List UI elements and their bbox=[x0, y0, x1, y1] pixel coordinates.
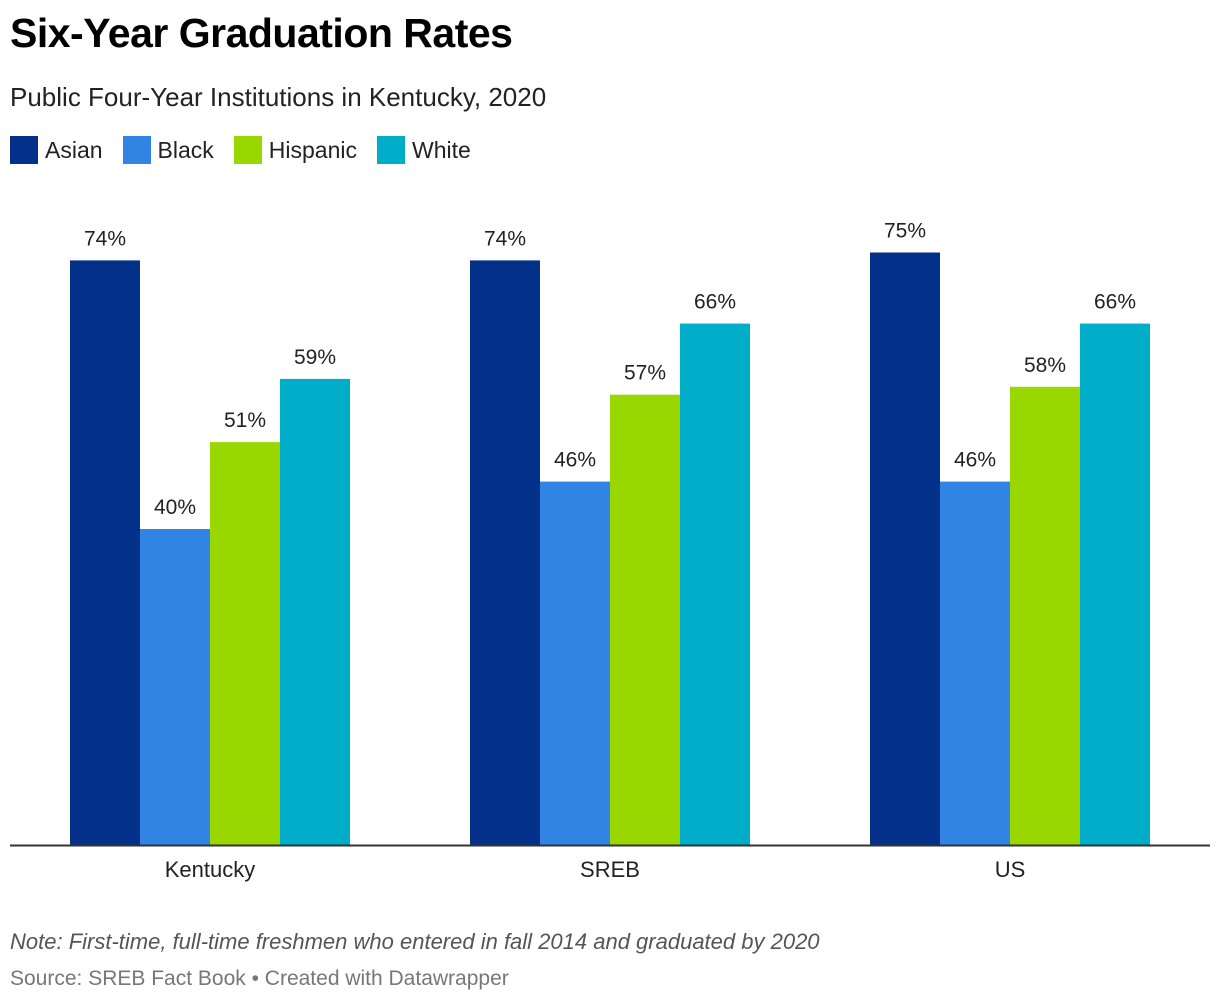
data-label-us-black: 46% bbox=[954, 449, 996, 472]
data-label-sreb-white: 66% bbox=[694, 291, 736, 314]
x-tick-label-us: US bbox=[995, 857, 1026, 882]
legend-item-black: Black bbox=[122, 136, 214, 164]
bar-us-black bbox=[940, 481, 1010, 845]
bar-sreb-black bbox=[540, 481, 610, 845]
bar-kentucky-hispanic bbox=[210, 442, 280, 845]
chart-subtitle: Public Four-Year Institutions in Kentuck… bbox=[10, 82, 547, 112]
data-label-us-white: 66% bbox=[1094, 291, 1136, 314]
legend-swatch-hispanic bbox=[233, 136, 262, 164]
legend-label-hispanic: Hispanic bbox=[268, 136, 358, 163]
bar-us-hispanic bbox=[1010, 386, 1080, 845]
bar-sreb-hispanic bbox=[610, 394, 680, 845]
data-label-us-hispanic: 58% bbox=[1024, 354, 1066, 377]
legend: Asian Black Hispanic White bbox=[10, 136, 491, 164]
data-label-kentucky-hispanic: 51% bbox=[224, 409, 266, 432]
chart-source: Source: SREB Fact Book • Created with Da… bbox=[10, 967, 509, 990]
legend-item-hispanic: Hispanic bbox=[233, 136, 358, 164]
chart-note: Note: First-time, full-time freshmen who… bbox=[10, 929, 820, 954]
bar-kentucky-asian bbox=[70, 260, 140, 845]
bar-sreb-white bbox=[680, 323, 750, 846]
legend-swatch-black bbox=[122, 136, 151, 164]
data-label-kentucky-black: 40% bbox=[154, 496, 196, 519]
legend-label-black: Black bbox=[157, 136, 214, 163]
bar-sreb-asian bbox=[470, 260, 540, 845]
bar-kentucky-black bbox=[140, 529, 210, 845]
legend-label-asian: Asian bbox=[45, 136, 103, 163]
legend-swatch-asian bbox=[10, 136, 38, 164]
x-tick-label-kentucky: Kentucky bbox=[165, 857, 256, 882]
chart-title: Six-Year Graduation Rates bbox=[10, 10, 513, 56]
data-label-kentucky-asian: 74% bbox=[84, 227, 126, 250]
data-label-sreb-black: 46% bbox=[554, 449, 596, 472]
legend-swatch-white bbox=[377, 136, 406, 164]
legend-item-asian: Asian bbox=[10, 136, 103, 164]
data-label-kentucky-white: 59% bbox=[294, 346, 336, 369]
bar-us-asian bbox=[870, 252, 940, 845]
bar-kentucky-white bbox=[280, 378, 350, 845]
data-label-sreb-asian: 74% bbox=[484, 227, 526, 250]
data-label-us-asian: 75% bbox=[884, 220, 926, 243]
data-label-sreb-hispanic: 57% bbox=[624, 362, 666, 385]
bar-us-white bbox=[1080, 323, 1150, 846]
legend-item-white: White bbox=[377, 136, 471, 164]
legend-label-white: White bbox=[412, 136, 471, 163]
x-tick-label-sreb: SREB bbox=[580, 857, 640, 882]
